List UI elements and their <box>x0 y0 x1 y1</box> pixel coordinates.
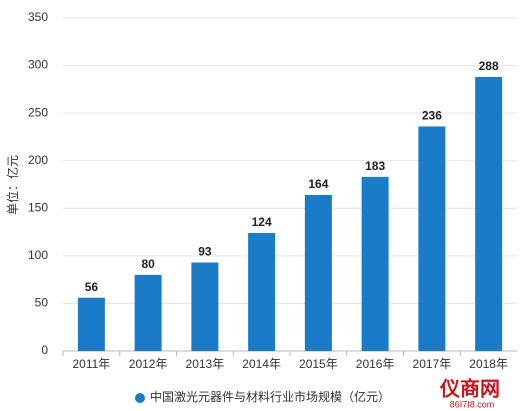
value-label: 183 <box>365 159 385 173</box>
bar <box>248 233 276 351</box>
y-tick-label: 100 <box>28 248 48 262</box>
x-tick-label: 2018年 <box>469 357 508 371</box>
value-label: 80 <box>141 257 155 271</box>
y-tick-label: 250 <box>28 105 48 119</box>
x-tick-label: 2016年 <box>356 357 395 371</box>
y-tick-label: 350 <box>28 10 48 24</box>
bar <box>304 194 332 351</box>
x-tick-label: 2014年 <box>242 357 281 371</box>
watermark-name: 仪商网 <box>439 376 500 400</box>
legend-swatch <box>135 393 145 403</box>
value-label: 56 <box>85 280 99 294</box>
y-tick-label: 150 <box>28 200 48 214</box>
y-tick-label: 0 <box>41 343 48 357</box>
value-label: 288 <box>479 59 499 73</box>
x-tick-label: 2013年 <box>186 357 225 371</box>
legend-label: 中国激光元器件与材料行业市场规模（亿元） <box>150 389 390 404</box>
x-tick-label: 2012年 <box>129 357 168 371</box>
x-tick-label: 2011年 <box>72 357 110 371</box>
value-label: 164 <box>308 177 328 191</box>
watermark-site: 86I7I8.com <box>450 399 495 409</box>
y-tick-label: 200 <box>28 153 48 167</box>
value-label: 124 <box>252 215 272 229</box>
value-label: 93 <box>198 245 212 259</box>
value-label: 236 <box>422 109 442 123</box>
x-tick-label: 2017年 <box>413 357 452 371</box>
y-tick-label: 50 <box>35 296 49 310</box>
x-tick-label: 2015年 <box>299 357 338 371</box>
y-tick-label: 300 <box>28 58 48 72</box>
bar <box>77 297 105 351</box>
bar <box>418 126 446 351</box>
y-axis-label: 单位：亿元 <box>5 155 20 215</box>
bar <box>134 274 162 351</box>
bar <box>361 176 389 351</box>
bar <box>191 262 219 351</box>
bar <box>475 76 503 351</box>
